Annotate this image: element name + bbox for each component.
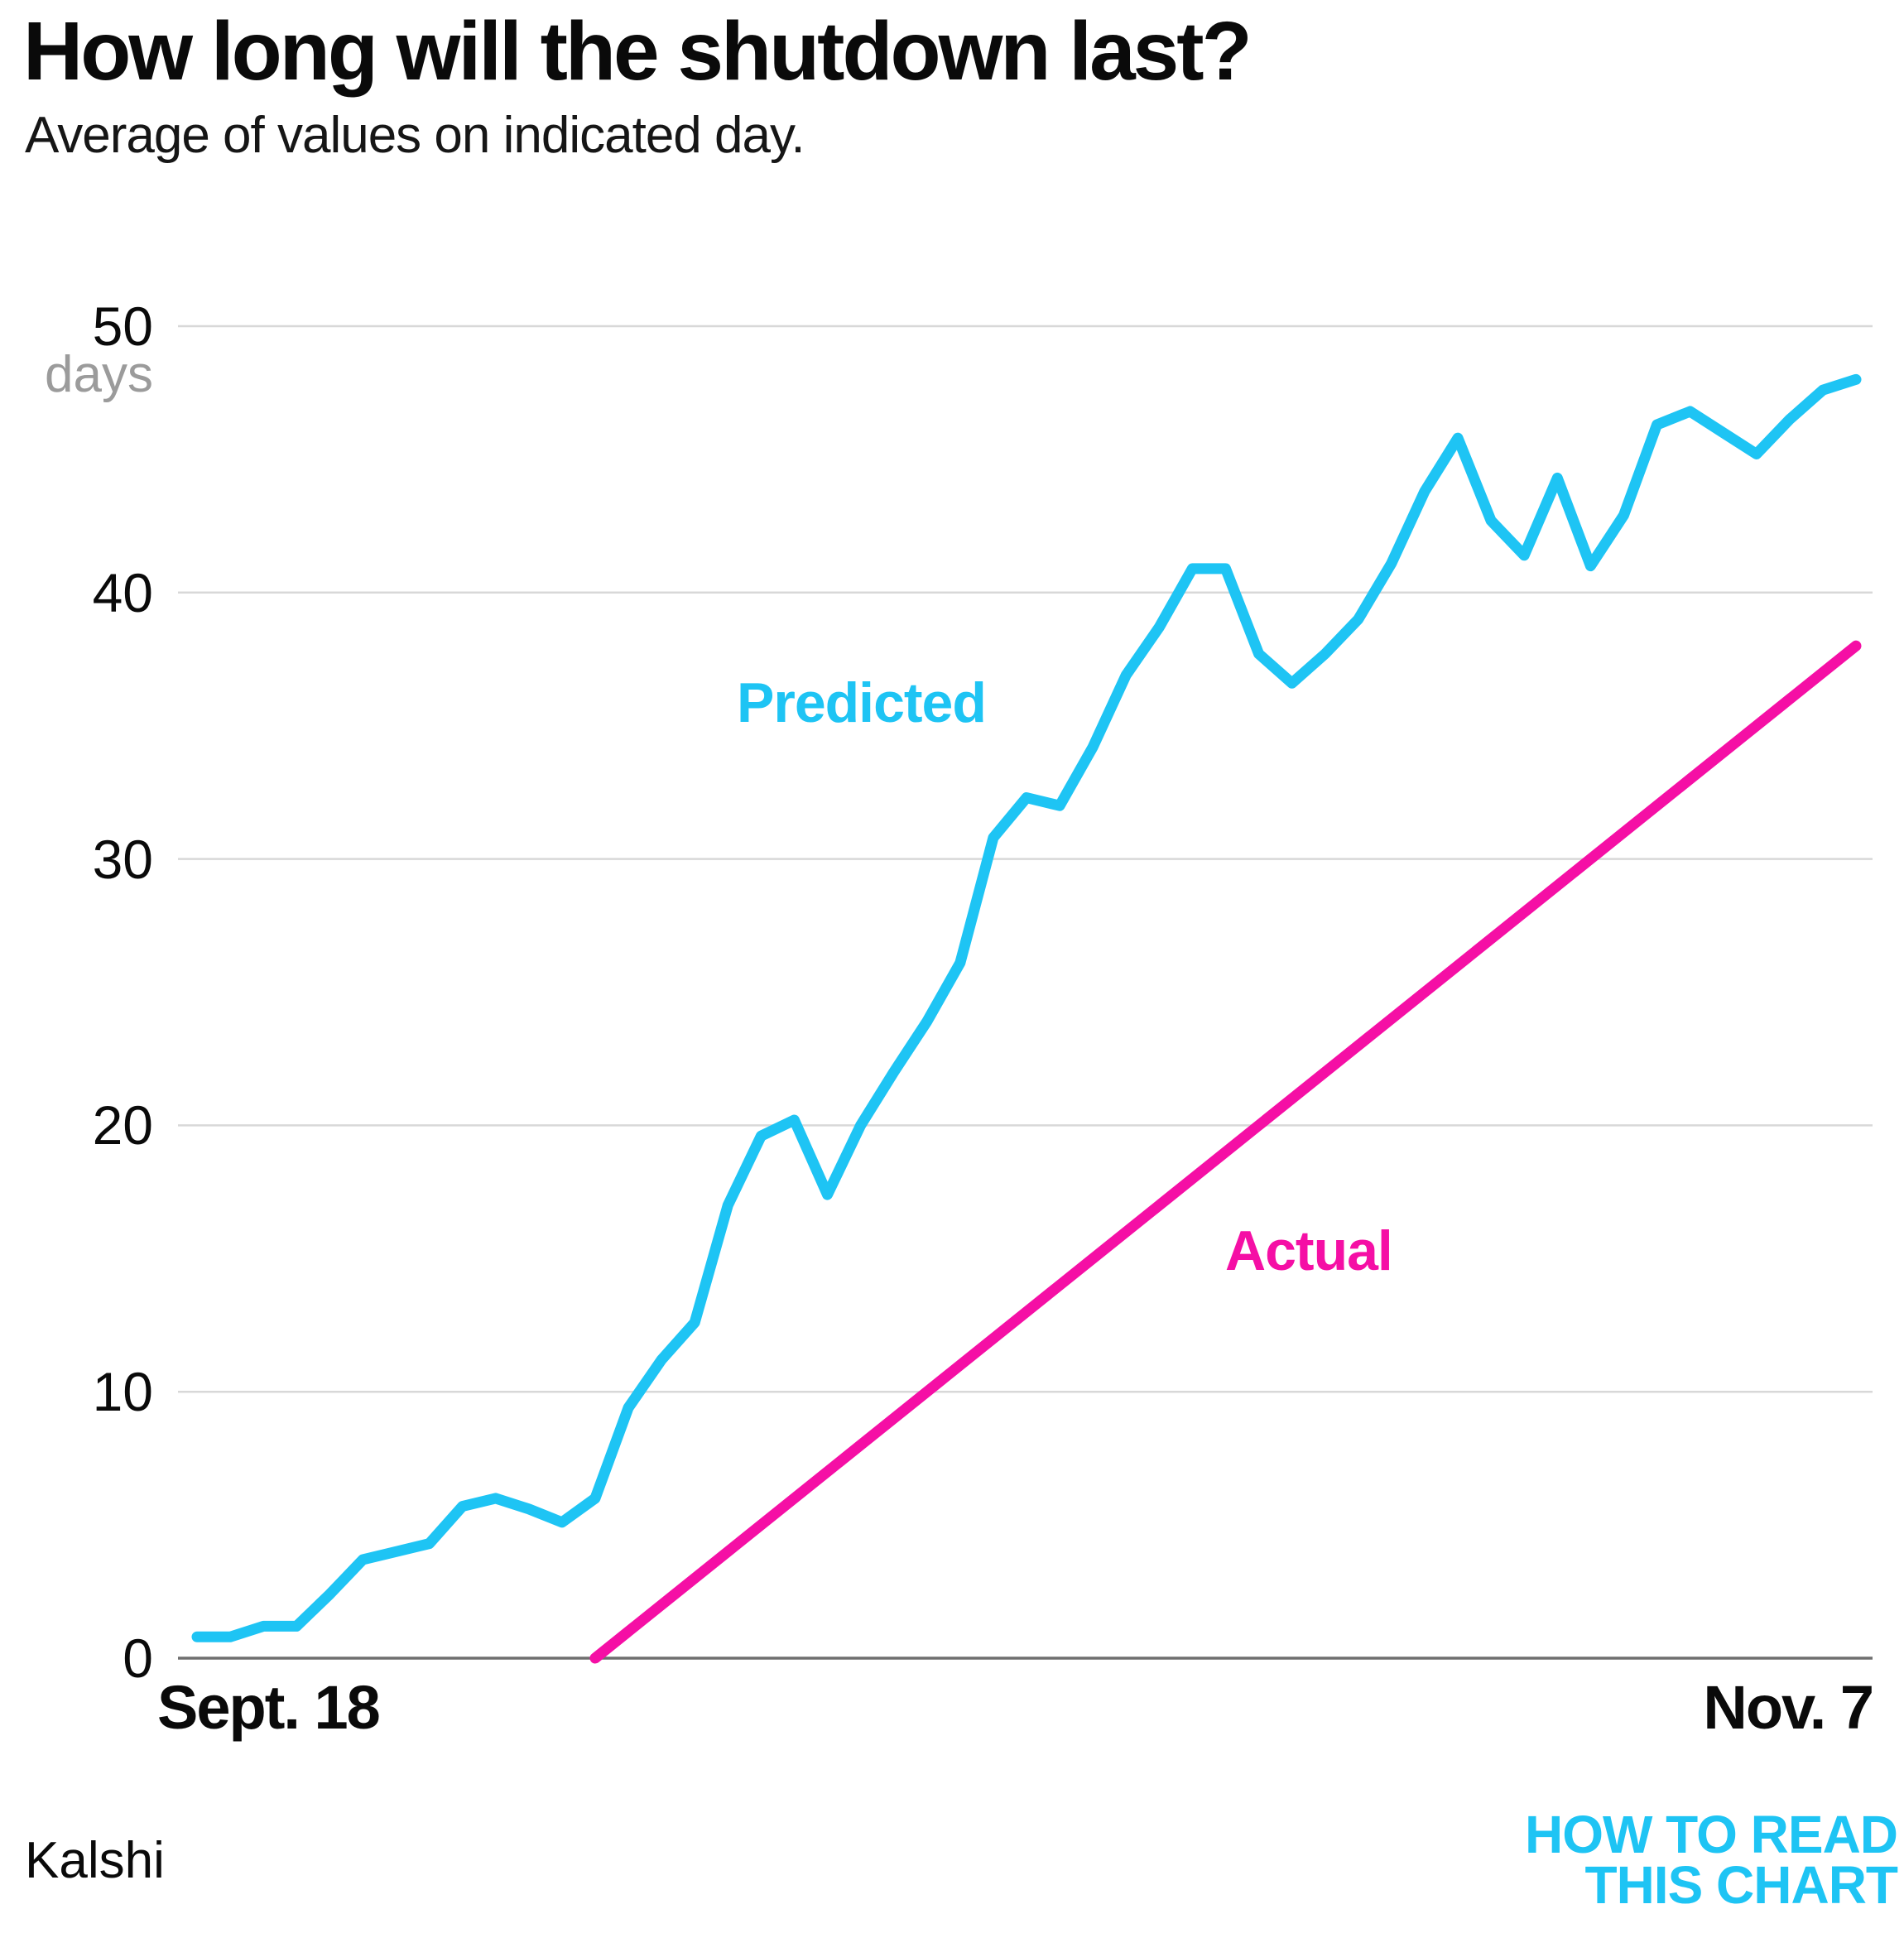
y-tick-label-30: 30: [92, 828, 153, 890]
chart-title: How long will the shutdown last?: [23, 5, 1253, 98]
series-label-actual: Actual: [1225, 1219, 1393, 1282]
x-tick-nov-7: Nov. 7: [1703, 1673, 1874, 1742]
source-label: Kalshi: [25, 1832, 165, 1889]
y-tick-label-40: 40: [92, 561, 153, 623]
y-tick-label-0: 0: [123, 1628, 153, 1689]
actual-line: [589, 640, 1862, 1664]
y-tick-label-50: 50: [92, 296, 153, 357]
brand-logo-line-2: THIS CHART: [1584, 1854, 1898, 1915]
y-tick-label-10: 10: [92, 1361, 153, 1423]
predicted-line: [191, 373, 1862, 1642]
brand-logo: HOW TO READ THIS CHART: [1524, 1805, 1898, 1915]
y-tick-label-20: 20: [92, 1094, 153, 1156]
y-axis-unit-label: days: [45, 346, 153, 403]
chart-subtitle: Average of values on indicated day.: [25, 107, 805, 164]
x-tick-sept-18: Sept. 18: [157, 1673, 381, 1742]
series-label-predicted: Predicted: [737, 671, 987, 734]
brand-logo-line-1: HOW TO READ: [1524, 1805, 1898, 1864]
